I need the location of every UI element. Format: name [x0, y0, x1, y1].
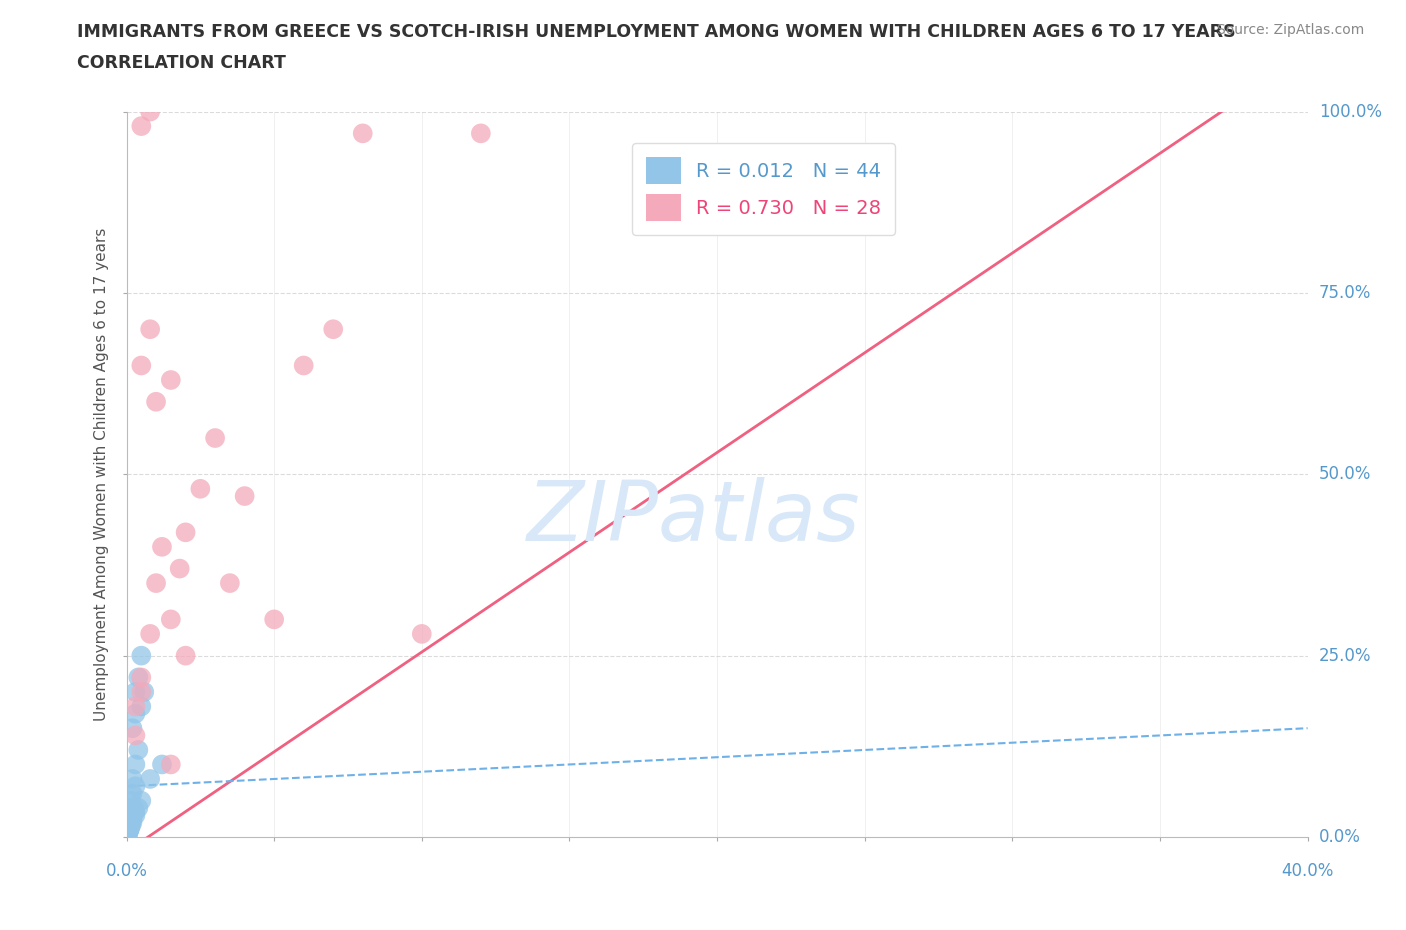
Point [129, 119, 153, 134]
Point [124, 706, 146, 721]
Point [160, 757, 183, 772]
Point [118, 818, 141, 833]
Point [129, 684, 153, 699]
Point [121, 772, 143, 787]
Point [174, 525, 197, 539]
Text: 50.0%: 50.0% [1319, 465, 1371, 484]
Point [160, 612, 183, 627]
Point [117, 822, 139, 837]
Point [127, 670, 149, 684]
Point [219, 576, 242, 591]
Point [139, 627, 162, 642]
Point [118, 811, 141, 827]
Point [118, 822, 141, 837]
Point [233, 488, 256, 503]
Point [204, 431, 226, 445]
Point [129, 648, 153, 663]
Point [121, 808, 143, 823]
Text: 25.0%: 25.0% [1319, 646, 1371, 665]
Point [411, 627, 433, 642]
Point [352, 126, 374, 140]
Point [122, 801, 145, 816]
Point [169, 561, 191, 576]
Point [124, 728, 146, 743]
Point [124, 778, 146, 793]
Point [127, 742, 149, 757]
Point [120, 815, 142, 830]
Point [118, 821, 141, 836]
Y-axis label: Unemployment Among Women with Children Ages 6 to 17 years: Unemployment Among Women with Children A… [94, 228, 110, 721]
Text: IMMIGRANTS FROM GREECE VS SCOTCH-IRISH UNEMPLOYMENT AMONG WOMEN WITH CHILDREN AG: IMMIGRANTS FROM GREECE VS SCOTCH-IRISH U… [77, 23, 1236, 41]
Point [129, 793, 153, 808]
Point [121, 808, 143, 823]
Text: 40.0%: 40.0% [1281, 862, 1334, 880]
Point [121, 811, 143, 827]
Point [129, 699, 153, 714]
Point [150, 757, 173, 772]
Point [139, 322, 162, 337]
Legend: R = 0.012   N = 44, R = 0.730   N = 28: R = 0.012 N = 44, R = 0.730 N = 28 [633, 143, 896, 235]
Point [120, 818, 142, 833]
Point [145, 394, 167, 409]
Point [139, 104, 162, 119]
Point [150, 539, 173, 554]
Point [124, 699, 146, 714]
Point [118, 818, 141, 833]
Point [118, 822, 141, 837]
Text: 100.0%: 100.0% [1319, 102, 1382, 121]
Text: 0.0%: 0.0% [105, 862, 148, 880]
Point [118, 801, 141, 816]
Point [160, 373, 183, 388]
Point [470, 126, 492, 140]
Point [124, 684, 146, 699]
Point [121, 804, 143, 819]
Text: CORRELATION CHART: CORRELATION CHART [77, 54, 287, 72]
Point [139, 772, 162, 787]
Point [120, 815, 142, 830]
Point [120, 811, 142, 827]
Point [127, 801, 149, 816]
Point [129, 670, 153, 684]
Point [124, 808, 146, 823]
Text: 0.0%: 0.0% [1319, 828, 1361, 846]
Point [188, 482, 212, 497]
Point [124, 804, 146, 819]
Point [117, 824, 139, 839]
Point [118, 821, 141, 836]
Point [121, 815, 143, 830]
Point [117, 826, 139, 841]
Point [322, 322, 344, 337]
Point [292, 358, 315, 373]
Point [134, 684, 156, 699]
Point [120, 793, 142, 808]
Point [129, 358, 153, 373]
Point [121, 786, 143, 801]
Text: Source: ZipAtlas.com: Source: ZipAtlas.com [1216, 23, 1364, 37]
Text: 75.0%: 75.0% [1319, 284, 1371, 302]
Point [120, 808, 142, 823]
Text: ZIPatlas: ZIPatlas [527, 477, 860, 558]
Point [263, 612, 285, 627]
Point [124, 757, 146, 772]
Point [117, 830, 139, 844]
Point [121, 721, 143, 736]
Point [145, 576, 167, 591]
Point [174, 648, 197, 663]
Point [118, 824, 141, 839]
Point [118, 818, 141, 833]
